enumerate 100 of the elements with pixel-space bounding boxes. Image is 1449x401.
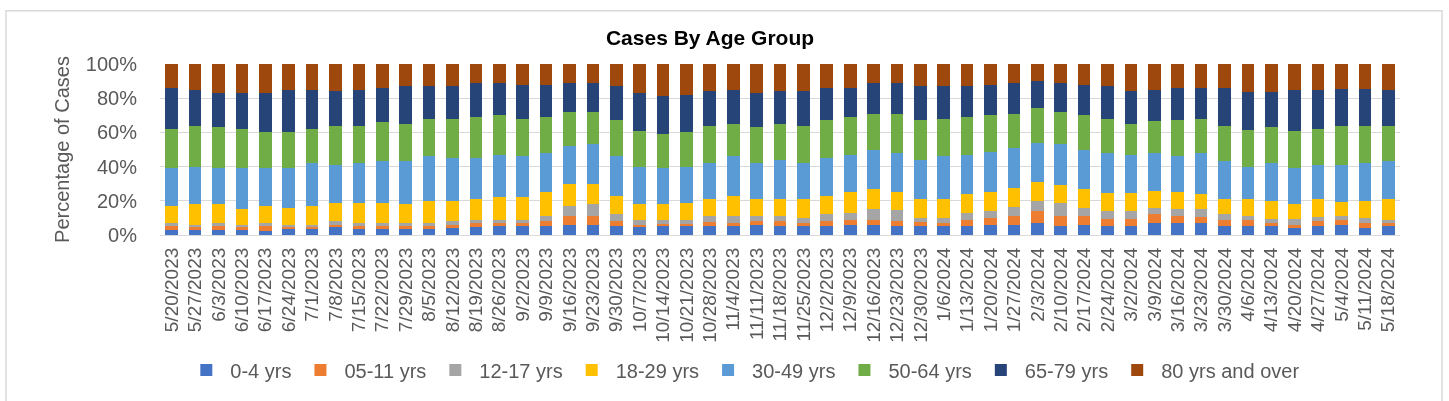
bar — [1335, 164, 1348, 202]
bar — [890, 113, 904, 153]
bar — [984, 192, 997, 212]
bar — [726, 89, 740, 124]
bar — [1101, 152, 1114, 194]
x-tick-label: 3/30/2024 — [1213, 247, 1235, 333]
bar — [492, 115, 506, 155]
bar — [469, 82, 483, 118]
bar — [1358, 163, 1372, 201]
bar — [820, 87, 834, 121]
bar — [726, 64, 740, 90]
bar — [1194, 87, 1208, 119]
bar — [516, 197, 529, 220]
x-tick-label: 3/9/2024 — [1143, 247, 1165, 322]
bar — [539, 152, 553, 193]
bar — [1381, 89, 1395, 126]
bar — [1101, 211, 1114, 219]
bar — [1335, 88, 1348, 126]
bar — [1311, 199, 1325, 218]
x-tick-label: 8/5/2023 — [418, 247, 440, 322]
x-tick-label: 2/24/2024 — [1096, 247, 1118, 333]
bar — [375, 64, 389, 88]
bar — [1241, 226, 1255, 235]
bar — [750, 221, 763, 225]
bar — [633, 166, 646, 205]
x-tick-label: 7/15/2023 — [348, 247, 370, 333]
bar — [165, 205, 179, 224]
bar — [867, 113, 880, 150]
legend-label: 18-29 yrs — [615, 359, 700, 382]
y-tick-label: 60% — [96, 121, 138, 144]
bar — [1265, 218, 1278, 224]
bar — [422, 64, 436, 87]
bar — [1358, 64, 1372, 89]
bar — [1265, 64, 1278, 93]
bar — [1381, 226, 1395, 235]
bar — [1054, 185, 1068, 203]
bar — [1077, 188, 1091, 208]
bar — [867, 82, 880, 114]
bar — [1148, 190, 1161, 208]
x-tick-label: 5/4/2024 — [1330, 247, 1352, 322]
bar — [609, 156, 623, 196]
bar — [960, 212, 974, 220]
bar — [937, 86, 951, 119]
bar — [843, 212, 857, 220]
bar — [1311, 226, 1325, 235]
bar — [1265, 200, 1278, 219]
bar — [586, 204, 600, 217]
bar — [329, 91, 342, 126]
bar — [1194, 217, 1208, 224]
bar — [1358, 126, 1372, 164]
bar — [1054, 144, 1068, 186]
bar — [773, 216, 787, 222]
bar — [609, 86, 623, 121]
x-tick-label: 2/10/2024 — [1049, 247, 1071, 333]
bar — [1288, 228, 1302, 235]
bar — [984, 84, 997, 116]
x-tick-label: 9/30/2023 — [605, 247, 627, 333]
bar — [867, 64, 880, 83]
x-tick-label: 9/16/2023 — [558, 247, 580, 333]
bar — [1101, 86, 1114, 119]
x-tick-label: 11/11/2023 — [745, 247, 767, 340]
bar — [235, 128, 249, 169]
x-tick-label: 6/24/2023 — [277, 247, 299, 333]
bar — [492, 64, 506, 83]
bar — [867, 219, 880, 225]
x-tick-label: 4/13/2024 — [1260, 247, 1282, 333]
bar — [843, 117, 857, 155]
bar — [609, 226, 623, 235]
bar — [492, 219, 506, 224]
bar — [890, 192, 904, 211]
bar — [586, 216, 600, 225]
bar — [1077, 84, 1091, 116]
bar — [258, 93, 272, 133]
bar — [446, 118, 459, 159]
bar — [1218, 219, 1231, 227]
bar — [680, 166, 693, 203]
bar — [890, 221, 904, 227]
bar — [1218, 161, 1231, 200]
bar — [1335, 125, 1348, 165]
bar — [586, 224, 600, 235]
bar — [563, 183, 576, 206]
x-tick-label: 7/1/2023 — [301, 247, 323, 322]
bar — [539, 221, 553, 227]
bar — [1194, 209, 1208, 218]
bar — [258, 64, 272, 94]
bar — [235, 168, 249, 210]
bar — [773, 226, 787, 235]
x-tick-label: 5/18/2024 — [1377, 247, 1399, 333]
bar — [305, 163, 319, 206]
bar — [633, 219, 646, 225]
x-tick-label: 9/2/2023 — [511, 247, 533, 322]
bar — [1031, 142, 1044, 182]
bar — [516, 118, 529, 157]
bar — [469, 199, 483, 220]
bar — [1311, 221, 1325, 227]
bar — [1358, 88, 1372, 127]
legend-label: 50-64 yrs — [888, 359, 972, 382]
bar — [352, 202, 366, 224]
bar — [1358, 228, 1372, 235]
bar — [937, 64, 951, 87]
